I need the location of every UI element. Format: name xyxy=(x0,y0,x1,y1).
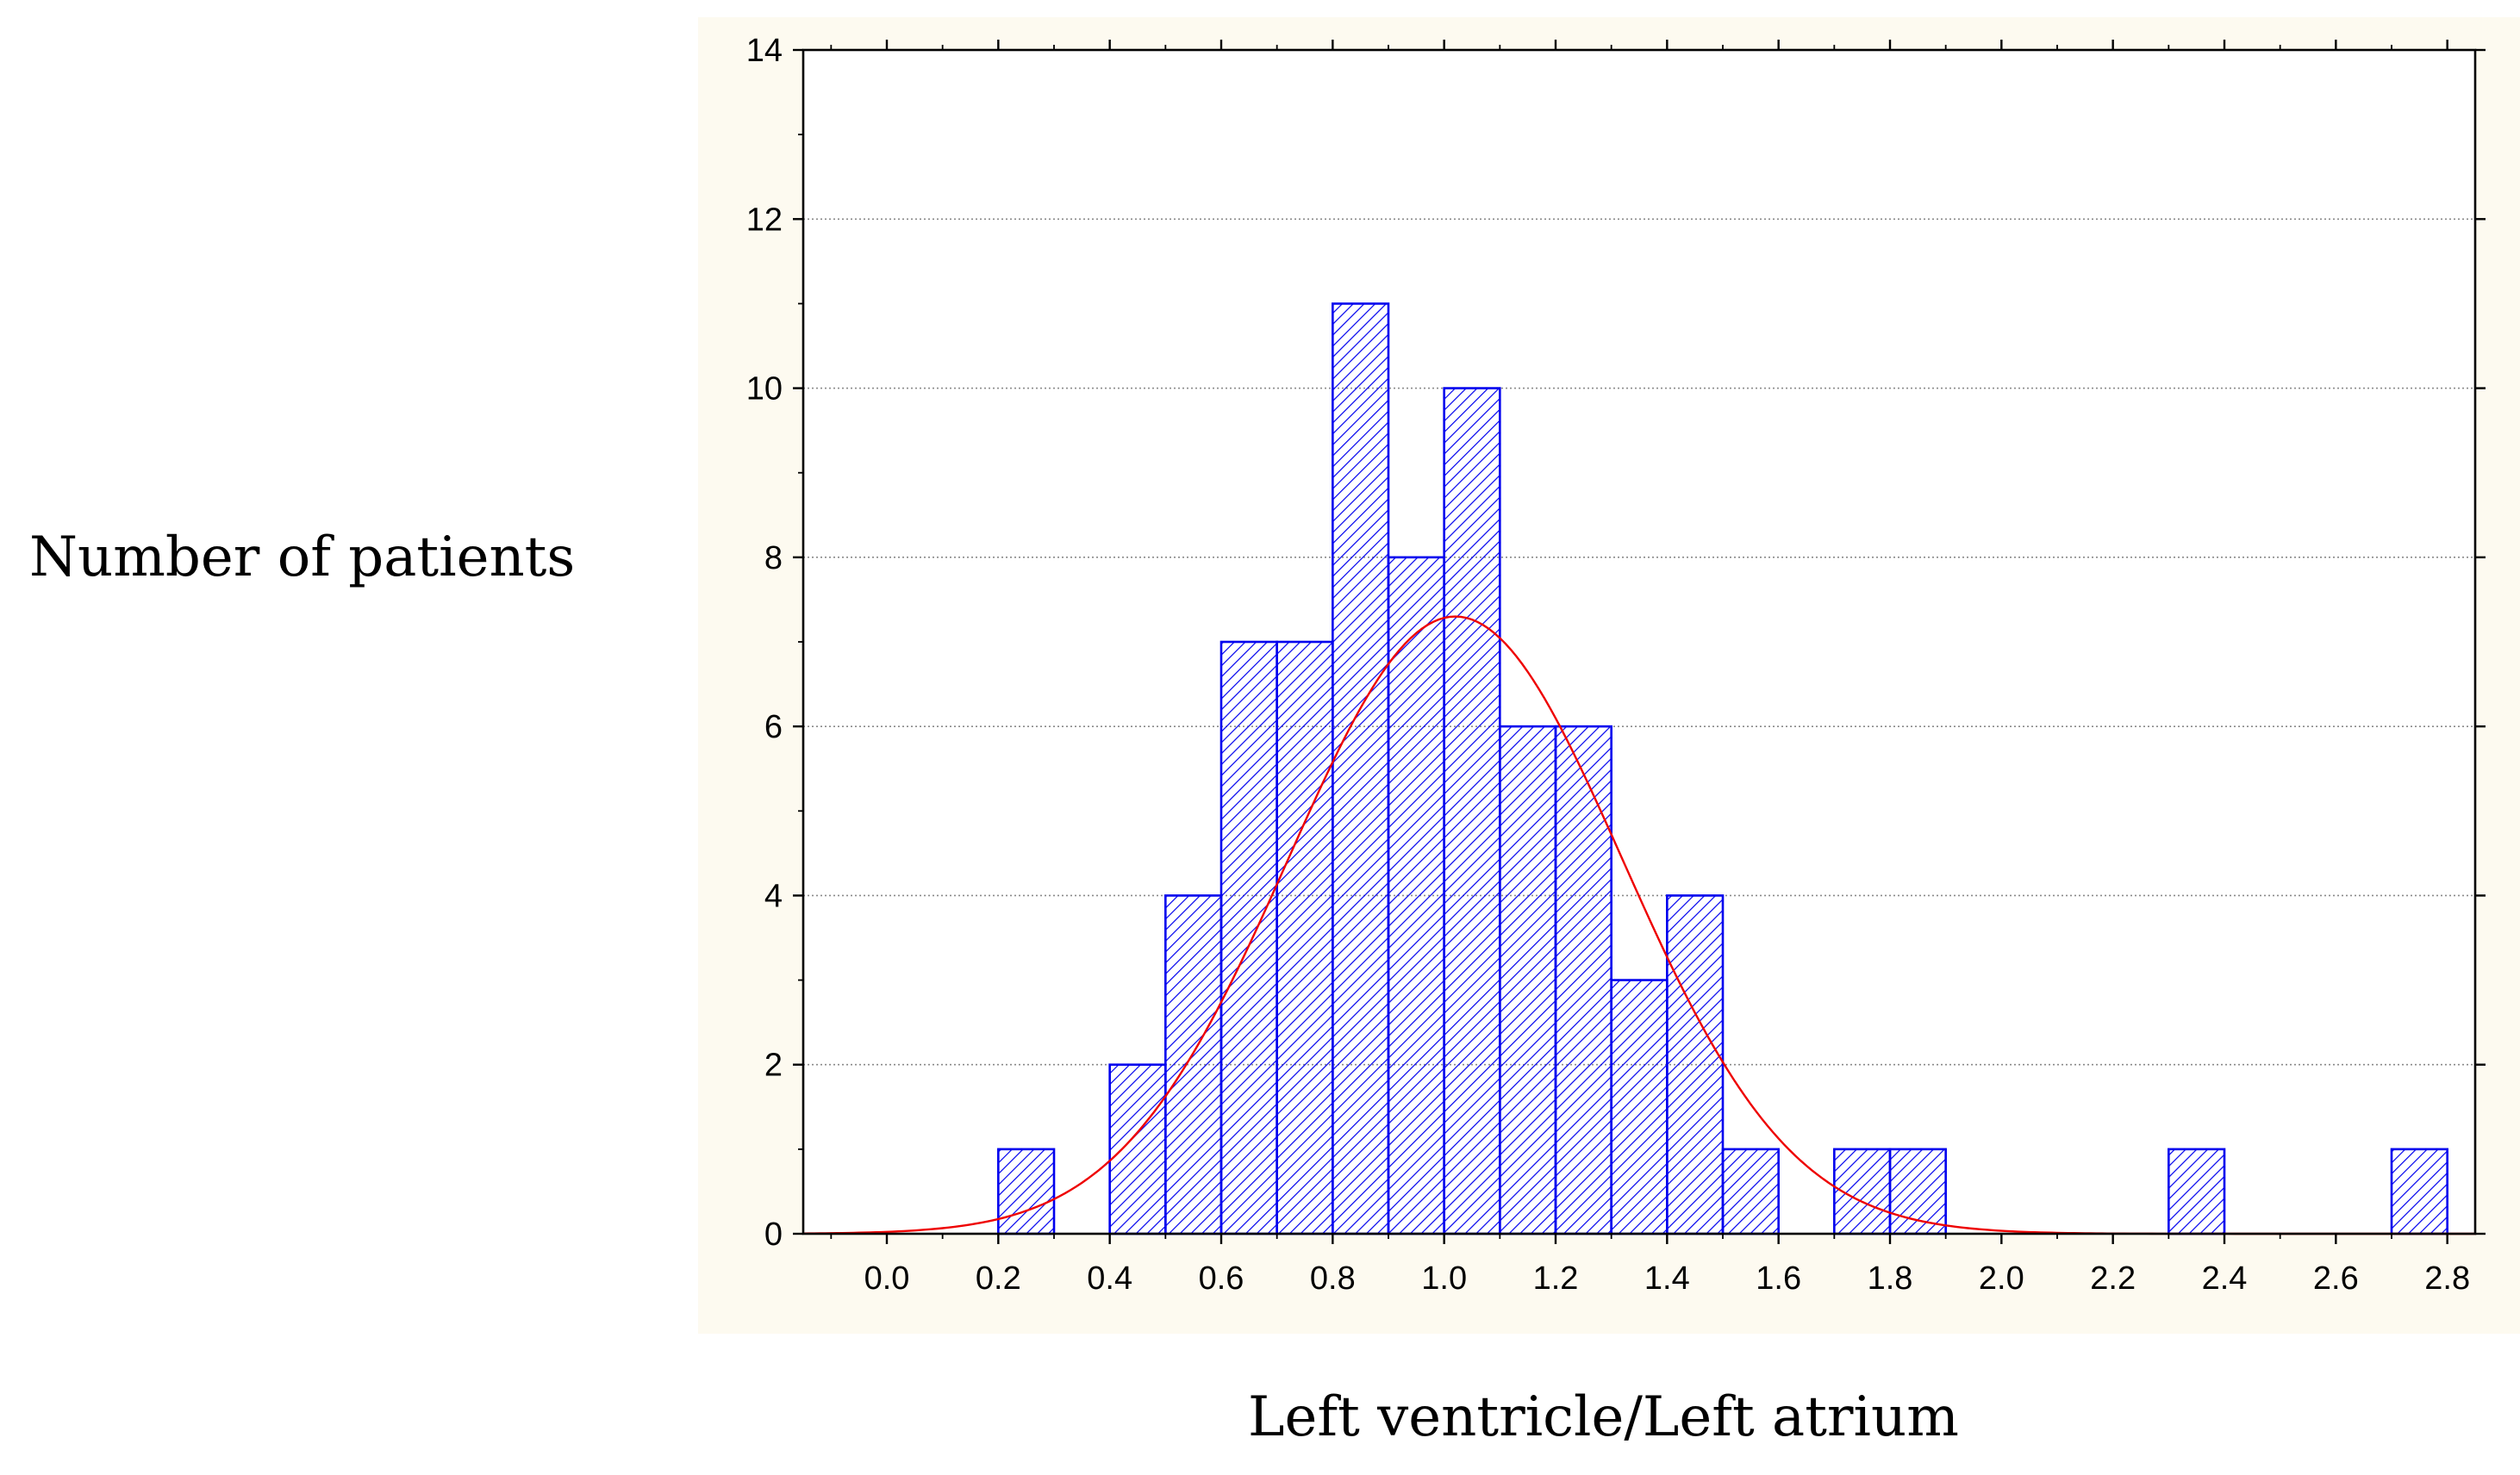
histogram-bar xyxy=(1108,1063,1167,1235)
histogram-bar xyxy=(1219,640,1278,1235)
histogram-bars xyxy=(997,302,2448,1235)
x-tick-label: 2.6 xyxy=(2313,1260,2359,1297)
x-axis-ticks: 0.0 0.2 0.4 0.6 0.8 1.0 1.2 1.4 1.6 1.8 2.0 2.2 2.4 2… xyxy=(830,40,2470,1297)
x-tick-label: 2.2 xyxy=(2090,1260,2136,1297)
histogram-bar xyxy=(1666,894,1725,1235)
x-tick-label: 0.0 xyxy=(864,1260,910,1297)
x-tick-label: 0.4 xyxy=(1087,1260,1132,1297)
y-tick-label: 10 xyxy=(746,371,783,408)
y-tick-label: 6 xyxy=(764,709,783,745)
y-tick-label: 12 xyxy=(746,202,783,238)
histogram-bar xyxy=(997,1148,1056,1235)
x-tick-label: 0.2 xyxy=(976,1260,1021,1297)
histogram-bar xyxy=(1387,556,1445,1235)
y-tick-label: 2 xyxy=(764,1048,783,1084)
x-tick-label: 1.2 xyxy=(1533,1260,1579,1297)
histogram-bar xyxy=(1443,387,1501,1235)
x-tick-label: 1.6 xyxy=(1756,1260,1801,1297)
x-tick-label: 1.4 xyxy=(1644,1260,1690,1297)
x-tick-label: 2.4 xyxy=(2202,1260,2248,1297)
histogram-bar xyxy=(1499,725,1557,1235)
x-axis-title: Left ventricle/Left atrium xyxy=(1248,1385,1959,1449)
histogram-bar xyxy=(1554,725,1612,1235)
x-tick-label: 0.8 xyxy=(1310,1260,1356,1297)
x-tick-label: 0.6 xyxy=(1199,1260,1244,1297)
histogram-bar xyxy=(1721,1148,1780,1235)
y-axis-title: Number of patients xyxy=(29,526,576,589)
histogram-bar xyxy=(1164,894,1223,1235)
histogram-bar xyxy=(1610,979,1669,1235)
y-tick-label: 8 xyxy=(764,540,783,576)
histogram-bar xyxy=(1332,302,1390,1235)
x-tick-label: 1.8 xyxy=(1868,1260,1913,1297)
histogram-bar xyxy=(2168,1148,2226,1235)
histogram-bar xyxy=(1276,640,1334,1235)
y-tick-label: 0 xyxy=(764,1217,783,1253)
x-tick-label: 1.0 xyxy=(1421,1260,1467,1297)
x-tick-label: 2.8 xyxy=(2424,1260,2470,1297)
histogram-bar xyxy=(2390,1148,2448,1235)
y-tick-label: 14 xyxy=(746,33,783,69)
x-tick-label: 2.0 xyxy=(1979,1260,2024,1297)
y-tick-label: 4 xyxy=(764,878,783,914)
y-axis-ticks: 0 2 4 6 8 10 12 14 xyxy=(746,33,2486,1253)
